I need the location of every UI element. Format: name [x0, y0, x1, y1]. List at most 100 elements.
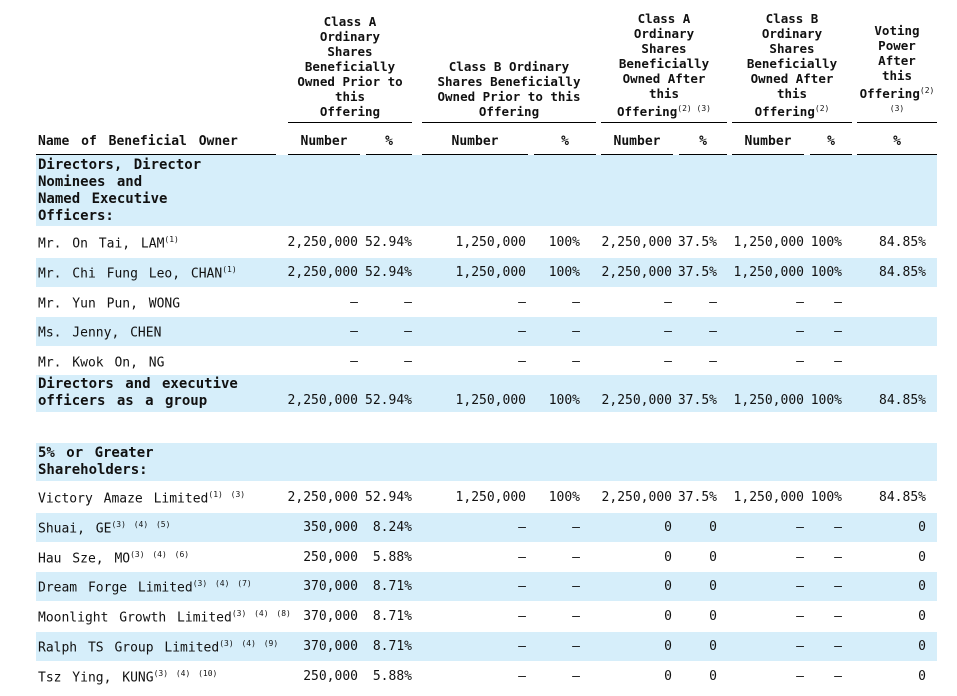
owner-name: Tsz Ying, KUNG(3) (4) (10): [38, 669, 217, 685]
cell-b-num: —: [518, 579, 526, 595]
cell-vote: 0: [918, 519, 926, 535]
footnote-ref: (1): [222, 264, 237, 274]
owner-name-text: Shuai, GE: [38, 521, 112, 537]
group-b-percent: 100%: [548, 393, 580, 408]
header-class-b-after-text: Class B Ordinary Shares Beneficially Own…: [746, 10, 838, 119]
group-aa-number: 2,250,000: [601, 393, 672, 408]
cell-a-pct: 52.94%: [365, 490, 412, 505]
header-class-a-after: Class A Ordinary Shares Beneficially Own…: [601, 11, 727, 123]
table-row: Mr. On Tai, LAM(1) 2,250,000 52.94% 1,250,0…: [36, 228, 937, 257]
group-a-percent: 52.94%: [365, 393, 412, 408]
cell-aa-pct: 0: [709, 639, 717, 654]
owner-name-text: Mr. Yun Pun, WONG: [38, 295, 181, 311]
owner-name: Mr. On Tai, LAM(1): [38, 235, 179, 251]
cell-b-num: —: [518, 294, 526, 310]
owner-name-text: Mr. Kwok On, NG: [38, 355, 165, 371]
group-title: Directors and executive officers as a gr…: [38, 376, 238, 409]
owner-name-text: Hau Sze, MO: [38, 550, 131, 566]
header-class-b-after-wrap: Class B Ordinary Shares Beneficially Own…: [747, 11, 837, 119]
cell-aa-pct: 37.5%: [677, 235, 717, 250]
owner-name-text: Victory Amaze Limited: [38, 491, 209, 507]
cell-ba-num: —: [796, 519, 804, 535]
cell-a-pct: —: [404, 294, 412, 310]
cell-ba-pct: —: [834, 609, 842, 625]
cell-a-num: 370,000: [303, 579, 358, 595]
cell-aa-num: 0: [664, 639, 672, 654]
table-row: Mr. Yun Pun, WONG — — — — — — — —: [36, 288, 937, 317]
cell-b-num: —: [518, 324, 526, 340]
cell-aa-num: 0: [664, 519, 672, 535]
table-row: Mr. Kwok On, NG — — — — — — — —: [36, 347, 937, 376]
cell-ba-num: 1,250,000: [733, 490, 804, 505]
cell-ba-pct: —: [834, 668, 842, 684]
cell-b-pct: —: [572, 668, 580, 684]
cell-ba-num: —: [796, 639, 804, 654]
cell-a-pct: 5.88%: [372, 549, 412, 565]
group-aa-percent: 37.5%: [677, 393, 717, 408]
cell-aa-num: 0: [664, 579, 672, 595]
cell-b-pct: —: [572, 324, 580, 340]
cell-ba-num: —: [796, 294, 804, 310]
cell-aa-num: 2,250,000: [601, 235, 672, 250]
cell-a-pct: 8.71%: [372, 639, 412, 654]
cell-aa-pct: 37.5%: [677, 264, 717, 280]
cell-ba-pct: 100%: [810, 490, 842, 505]
footnote-ref: (1): [164, 235, 179, 244]
footnote-ref: (3) (4) (7): [192, 579, 252, 589]
cell-aa-pct: 0: [709, 519, 717, 535]
cell-b-num: —: [518, 354, 526, 370]
col-ba-number-header: Number: [732, 131, 804, 155]
cell-b-pct: —: [572, 519, 580, 535]
cell-a-num: 370,000: [303, 609, 358, 625]
table-row: Victory Amaze Limited(1) (3) 2,250,000 52.…: [36, 483, 937, 512]
cell-a-num: 350,000: [303, 519, 358, 535]
cell-b-pct: —: [572, 639, 580, 654]
table-row: Ralph TS Group Limited(3) (4) (9) 370,000…: [36, 632, 937, 661]
cell-b-num: —: [518, 549, 526, 565]
footnote-ref: (3) (4) (8): [231, 609, 291, 619]
cell-aa-pct: 0: [709, 609, 717, 625]
cell-vote: 0: [918, 609, 926, 625]
table-row: Moonlight Growth Limited(3) (4) (8) 370,0…: [36, 602, 937, 631]
cell-ba-pct: —: [834, 579, 842, 595]
shareholders-section-row: 5% or Greater Shareholders:: [36, 443, 937, 481]
cell-aa-pct: 0: [709, 579, 717, 595]
cell-a-num: —: [350, 354, 358, 370]
owner-name-text: Mr. On Tai, LAM: [38, 236, 165, 252]
cell-aa-num: 0: [664, 549, 672, 565]
cell-aa-pct: —: [709, 324, 717, 340]
owner-name-text: Ralph TS Group Limited: [38, 640, 220, 656]
cell-b-pct: —: [572, 549, 580, 565]
cell-ba-num: —: [796, 549, 804, 565]
cell-a-num: —: [350, 324, 358, 340]
col-b-percent-header: %: [534, 131, 596, 155]
header-voting-sup: (2): [919, 85, 935, 95]
cell-b-pct: 100%: [548, 490, 580, 505]
footnote-ref: (3) (4) (9): [219, 639, 279, 648]
cell-b-pct: —: [572, 294, 580, 310]
col-aa-number-header: Number: [601, 131, 673, 155]
cell-ba-num: —: [796, 579, 804, 595]
cell-b-pct: 100%: [548, 235, 580, 250]
cell-ba-pct: —: [834, 549, 842, 565]
cell-ba-num: —: [796, 609, 804, 625]
table-row: Hau Sze, MO(3) (4) (6) 250,000 5.88% — — 0 0 — —…: [36, 543, 937, 572]
table-row: Mr. Chi Fung Leo, CHAN(1) 2,250,000 52.94%…: [36, 257, 937, 287]
header-class-a-after-sup: (2) (3): [677, 103, 711, 113]
cell-a-num: 370,000: [303, 639, 358, 654]
header-class-b-after: Class B Ordinary Shares Beneficially Own…: [732, 11, 852, 123]
cell-b-num: —: [518, 519, 526, 535]
cell-aa-pct: 0: [709, 668, 717, 684]
owner-name: Victory Amaze Limited(1) (3): [38, 490, 245, 506]
cell-ba-pct: 100%: [810, 264, 842, 280]
cell-b-num: —: [518, 639, 526, 654]
group-ba-percent: 100%: [810, 393, 842, 408]
header-voting-wrap: Voting Power After this Offering(2) (3): [860, 23, 935, 119]
owner-name: Ms. Jenny, CHEN: [38, 324, 162, 341]
cell-vote: 0: [918, 668, 926, 684]
cell-b-num: —: [518, 668, 526, 684]
group-row: Directors and executive officers as a gr…: [36, 375, 937, 412]
owner-name-text: Ms. Jenny, CHEN: [38, 325, 162, 341]
cell-a-pct: 8.71%: [372, 579, 412, 595]
table-row: Ms. Jenny, CHEN — — — — — — — —: [36, 317, 937, 347]
